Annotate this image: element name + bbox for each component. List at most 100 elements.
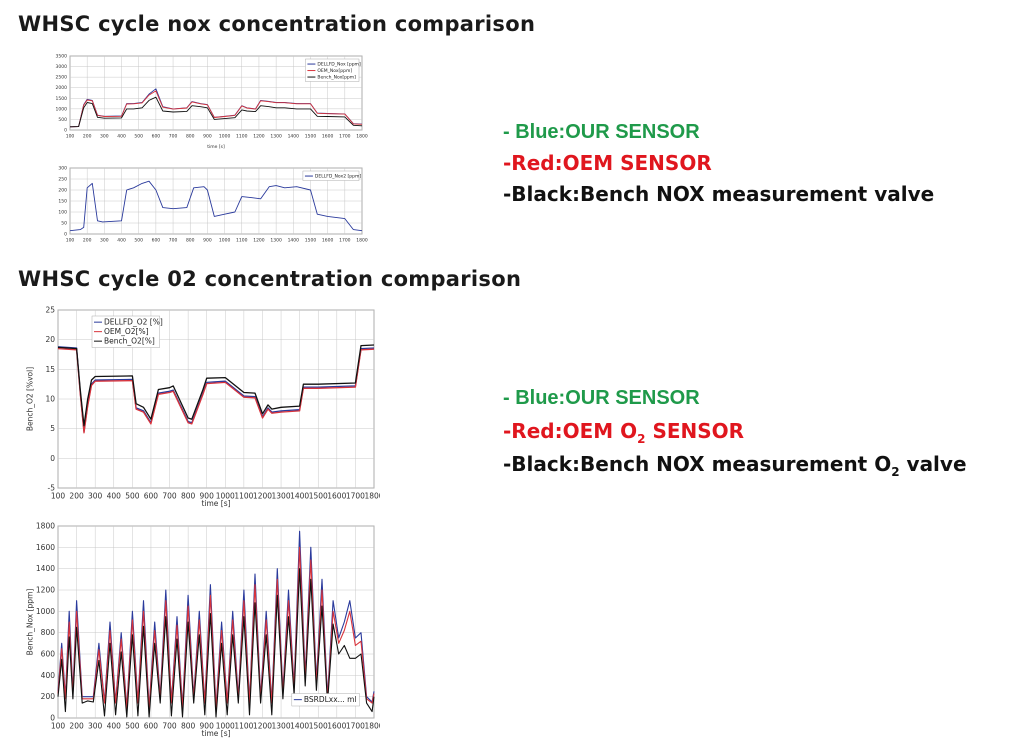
x-tick-label: 600 — [152, 238, 161, 244]
x-tick-label: 700 — [162, 722, 177, 731]
y-tick-label: 400 — [41, 671, 56, 680]
y-tick-label: 10 — [45, 395, 55, 404]
legend-red-subscript: 2 — [637, 432, 646, 446]
legend-entry: Bench_O2[%] — [104, 337, 155, 346]
x-tick-label: 600 — [152, 134, 161, 140]
y-tick-label: 0 — [50, 454, 55, 463]
x-tick-label: 800 — [181, 722, 196, 731]
x-tick-label: 1700 — [339, 238, 351, 244]
y-tick-label: 5 — [50, 424, 55, 433]
x-tick-label: 900 — [200, 492, 215, 501]
y-tick-label: 1800 — [36, 522, 55, 531]
x-tick-label: 1700 — [339, 134, 351, 140]
x-tick-label: 1200 — [253, 134, 265, 140]
y-tick-label: 25 — [45, 306, 55, 315]
x-tick-label: 1100 — [236, 134, 248, 140]
legend-box — [302, 170, 360, 181]
y-tick-label: 300 — [58, 166, 67, 172]
x-tick-label: 1300 — [270, 134, 282, 140]
y-tick-label: 0 — [50, 714, 55, 723]
x-tick-label: 1400 — [288, 238, 300, 244]
legend-black-suffix: valve — [899, 452, 967, 476]
nox-comparison-title: WHSC cycle nox concentration comparison — [18, 12, 536, 36]
y-tick-label: 0 — [64, 232, 67, 238]
x-tick-label: 700 — [162, 492, 177, 501]
x-tick-label: 1500 — [309, 492, 328, 501]
x-axis-label: time [s] — [207, 144, 225, 150]
series-line-red — [57, 546, 375, 709]
y-tick-label: 600 — [41, 650, 56, 659]
legend-red-prefix: -Red:OEM O — [503, 419, 638, 443]
x-tick-label: 1700 — [346, 492, 365, 501]
x-tick-label: 1100 — [234, 492, 253, 501]
legend-black-prefix: -Black:Bench NOX measurement O — [503, 452, 892, 476]
y-tick-label: 1600 — [36, 543, 55, 552]
y-tick-label: 1000 — [36, 607, 55, 616]
x-tick-label: 400 — [107, 722, 122, 731]
y-tick-label: 0 — [64, 128, 67, 134]
x-tick-label: 1300 — [272, 722, 291, 731]
legend-entry: Bench_Nox[ppm] — [317, 75, 356, 81]
x-tick-label: 600 — [144, 492, 159, 501]
x-axis-label: time [s] — [201, 729, 230, 738]
x-tick-label: 500 — [134, 134, 143, 140]
nox-chart-top: 100 200 300 400 500 600 700 800 900 1000 1100 1200 1… — [38, 50, 368, 151]
x-tick-label: 1600 — [322, 134, 334, 140]
y-tick-label: 50 — [61, 221, 67, 227]
y-tick-label: 800 — [41, 628, 56, 637]
x-tick-label: 1600 — [327, 492, 346, 501]
y-tick-label: 100 — [58, 210, 67, 216]
series-line-black — [57, 568, 375, 718]
y-tick-label: 1000 — [56, 106, 68, 112]
x-tick-label: 1000 — [216, 722, 235, 731]
chart-svg: 100 200 300 400 500 600 700 800 900 1000 1100 1200 1… — [26, 306, 381, 509]
x-tick-label: 1000 — [219, 134, 231, 140]
x-tick-label: 300 — [100, 134, 109, 140]
y-tick-label: 15 — [45, 365, 55, 374]
x-tick-label: 1500 — [309, 722, 328, 731]
y-tick-label: 250 — [58, 177, 67, 183]
x-tick-label: 800 — [181, 492, 196, 501]
legend-box — [291, 693, 360, 707]
x-tick-label: 1200 — [253, 722, 272, 731]
x-tick-label: 100 — [51, 492, 66, 501]
series-line-red — [69, 90, 363, 128]
chart-svg: 100 200 300 400 500 600 700 800 900 1000 1100 1200 1… — [56, 54, 368, 151]
y-tick-label: 1500 — [56, 96, 68, 102]
x-tick-label: 1100 — [234, 722, 253, 731]
y-tick-label: 3000 — [56, 64, 68, 70]
legend-box — [91, 315, 160, 348]
x-tick-label: 1800 — [356, 238, 368, 244]
legend-black-bench: -Black:Bench NOX measurement valve — [503, 182, 935, 206]
x-tick-label: 700 — [169, 238, 178, 244]
x-tick-label: 1800 — [364, 722, 380, 731]
x-tick-label: 500 — [134, 238, 143, 244]
legend-box — [305, 58, 360, 82]
x-tick-label: 1400 — [288, 134, 300, 140]
nox-chart-our-sensor: 100 200 300 400 500 600 700 800 900 1000 1100 1200 1… — [38, 162, 368, 248]
legend-entry: BSRDLxx... ml — [304, 695, 357, 704]
x-tick-label: 1800 — [356, 134, 368, 140]
x-tick-label: 1400 — [290, 492, 309, 501]
x-tick-label: 1500 — [305, 134, 317, 140]
x-tick-label: 200 — [69, 492, 84, 501]
y-tick-label: 1200 — [36, 586, 55, 595]
legend-entry: OEM_O2[%] — [104, 327, 149, 336]
legend-red-oem-o2-sensor: -Red:OEM O2 SENSOR — [503, 415, 967, 448]
y-tick-label: 150 — [58, 199, 67, 205]
x-tick-label: 900 — [203, 238, 212, 244]
x-tick-label: 300 — [88, 722, 103, 731]
legend-entry: DELLFD_Nox2 [ppm] — [315, 174, 361, 180]
x-tick-label: 1000 — [216, 492, 235, 501]
nox-chart-bottom: 100 200 300 400 500 600 700 800 900 1000 1100 1200 1… — [24, 520, 381, 739]
nox-legend-text: - Blue:OUR SENSOR -Red:OEM SENSOR -Black… — [503, 117, 934, 210]
x-tick-label: 1600 — [327, 722, 346, 731]
chart-svg: 100 200 300 400 500 600 700 800 900 1000 1100 1200 1… — [26, 522, 381, 739]
x-tick-label: 800 — [186, 238, 195, 244]
y-tick-label: 20 — [45, 335, 55, 344]
series-line-blue — [69, 180, 363, 232]
x-tick-label: 300 — [100, 238, 109, 244]
x-tick-label: 500 — [125, 722, 140, 731]
y-tick-label: 500 — [58, 117, 67, 123]
y-tick-label: -5 — [48, 484, 56, 493]
